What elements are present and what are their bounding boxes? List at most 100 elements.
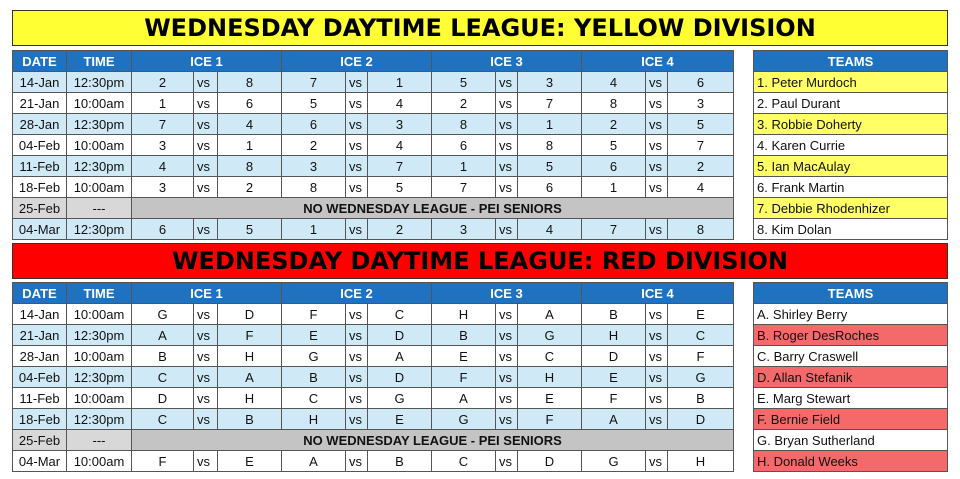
team-row: B. Roger DesRoches xyxy=(753,324,948,346)
vs-cell: vs xyxy=(645,134,668,156)
away-team-cell: A xyxy=(217,366,282,388)
vs-cell: vs xyxy=(345,176,368,198)
time-cell: 10:00am xyxy=(66,176,132,198)
time-header: TIME xyxy=(66,50,132,72)
time-header: TIME xyxy=(66,282,132,304)
vs-cell: vs xyxy=(495,345,518,367)
team-row: H. Donald Weeks xyxy=(753,450,948,472)
vs-cell: vs xyxy=(495,450,518,472)
team-name-cell: B. Roger DesRoches xyxy=(753,324,948,346)
home-team-cell: 7 xyxy=(581,218,646,240)
red-teams-table: TEAMS A. Shirley Berry B. Roger DesRoches… xyxy=(753,282,948,472)
date-cell: 28-Jan xyxy=(12,345,67,367)
away-team-cell: B xyxy=(667,387,734,409)
home-team-cell: F xyxy=(281,303,346,325)
vs-cell: vs xyxy=(495,408,518,430)
teams-header: TEAMS xyxy=(753,282,948,304)
away-team-cell: 6 xyxy=(517,176,582,198)
home-team-cell: 2 xyxy=(581,113,646,135)
away-team-cell: 3 xyxy=(367,113,432,135)
vs-cell: vs xyxy=(645,176,668,198)
away-team-cell: B xyxy=(367,450,432,472)
date-cell: 28-Jan xyxy=(12,113,67,135)
schedule-row: 14-Jan 12:30pm 2 vs 8 7 vs 1 5 vs 3 4 vs 6 xyxy=(12,71,734,93)
away-team-cell: B xyxy=(217,408,282,430)
vs-cell: vs xyxy=(645,324,668,346)
vs-cell: vs xyxy=(345,71,368,93)
vs-cell: vs xyxy=(193,176,218,198)
time-cell: 12:30pm xyxy=(66,366,132,388)
away-team-cell: 6 xyxy=(217,92,282,114)
no-league-row: 25-Feb --- NO WEDNESDAY LEAGUE - PEI SENIO… xyxy=(12,429,734,451)
team-row: D. Allan Stefanik xyxy=(753,366,948,388)
team-name-cell: H. Donald Weeks xyxy=(753,450,948,472)
vs-cell: vs xyxy=(193,155,218,177)
home-team-cell: 2 xyxy=(131,71,194,93)
date-cell: 04-Mar xyxy=(12,218,67,240)
vs-cell: vs xyxy=(645,408,668,430)
ice1-header: ICE 1 xyxy=(131,282,282,304)
away-team-cell: 7 xyxy=(367,155,432,177)
team-name-cell: D. Allan Stefanik xyxy=(753,366,948,388)
vs-cell: vs xyxy=(495,324,518,346)
team-name-cell: G. Bryan Sutherland xyxy=(753,429,948,451)
away-team-cell: H xyxy=(517,366,582,388)
home-team-cell: 3 xyxy=(131,176,194,198)
team-name-cell: E. Marg Stewart xyxy=(753,387,948,409)
away-team-cell: 1 xyxy=(217,134,282,156)
away-team-cell: G xyxy=(367,387,432,409)
home-team-cell: 4 xyxy=(131,155,194,177)
date-cell: 18-Feb xyxy=(12,176,67,198)
vs-cell: vs xyxy=(345,324,368,346)
vs-cell: vs xyxy=(345,218,368,240)
vs-cell: vs xyxy=(645,113,668,135)
time-cell: 12:30pm xyxy=(66,155,132,177)
home-team-cell: 4 xyxy=(581,71,646,93)
vs-cell: vs xyxy=(645,71,668,93)
date-header: DATE xyxy=(12,282,67,304)
vs-cell: vs xyxy=(645,366,668,388)
date-cell: 04-Mar xyxy=(12,450,67,472)
home-team-cell: A xyxy=(431,387,496,409)
vs-cell: vs xyxy=(193,303,218,325)
time-cell: 12:30pm xyxy=(66,71,132,93)
ice4-header: ICE 4 xyxy=(581,50,734,72)
team-row: 6. Frank Martin xyxy=(753,176,948,198)
date-cell: 11-Feb xyxy=(12,387,67,409)
ice2-header: ICE 2 xyxy=(281,282,432,304)
team-name-cell: 7. Debbie Rhodenhizer xyxy=(753,197,948,219)
date-cell: 21-Jan xyxy=(12,324,67,346)
vs-cell: vs xyxy=(193,218,218,240)
teams-header: TEAMS xyxy=(753,50,948,72)
ice4-header: ICE 4 xyxy=(581,282,734,304)
date-cell: 11-Feb xyxy=(12,155,67,177)
date-cell: 25-Feb xyxy=(12,429,67,451)
away-team-cell: H xyxy=(667,450,734,472)
date-cell: 25-Feb xyxy=(12,197,67,219)
home-team-cell: 7 xyxy=(281,71,346,93)
team-name-cell: 1. Peter Murdoch xyxy=(753,71,948,93)
home-team-cell: F xyxy=(431,366,496,388)
home-team-cell: 3 xyxy=(281,155,346,177)
away-team-cell: 2 xyxy=(667,155,734,177)
home-team-cell: 8 xyxy=(281,176,346,198)
vs-cell: vs xyxy=(495,366,518,388)
vs-cell: vs xyxy=(495,218,518,240)
home-team-cell: C xyxy=(131,408,194,430)
away-team-cell: 5 xyxy=(367,176,432,198)
vs-cell: vs xyxy=(345,134,368,156)
ice2-header: ICE 2 xyxy=(281,50,432,72)
vs-cell: vs xyxy=(193,134,218,156)
team-name-cell: 6. Frank Martin xyxy=(753,176,948,198)
team-row: 8. Kim Dolan xyxy=(753,218,948,240)
schedule-row: 18-Feb 10:00am 3 vs 2 8 vs 5 7 vs 6 1 vs 4 xyxy=(12,176,734,198)
schedule-row: 28-Jan 12:30pm 7 vs 4 6 vs 3 8 vs 1 2 vs 5 xyxy=(12,113,734,135)
away-team-cell: 4 xyxy=(367,92,432,114)
vs-cell: vs xyxy=(495,92,518,114)
team-row: 1. Peter Murdoch xyxy=(753,71,948,93)
home-team-cell: 7 xyxy=(131,113,194,135)
away-team-cell: 3 xyxy=(517,71,582,93)
